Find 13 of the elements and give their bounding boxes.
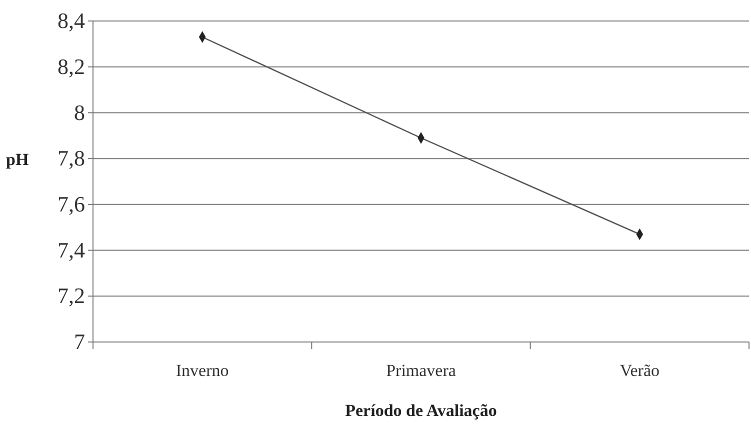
y-tick-label: 7 [74, 329, 85, 354]
y-tick-label: 8,2 [58, 54, 85, 79]
y-tick-label: 7,4 [58, 237, 85, 262]
x-tick-label: Verão [620, 361, 660, 380]
x-axis-title: Período de Avaliação [345, 401, 497, 420]
x-tick-label: Inverno [176, 361, 229, 380]
y-tick-label: 7,6 [58, 191, 85, 216]
y-tick-label: 7,2 [58, 283, 85, 308]
y-tick-label: 7,8 [58, 146, 85, 171]
y-tick-label: 8,4 [58, 8, 85, 34]
x-tick-label: Primavera [386, 361, 456, 380]
y-tick-label: 8 [74, 100, 85, 125]
y-axis-title: pH [6, 150, 29, 169]
